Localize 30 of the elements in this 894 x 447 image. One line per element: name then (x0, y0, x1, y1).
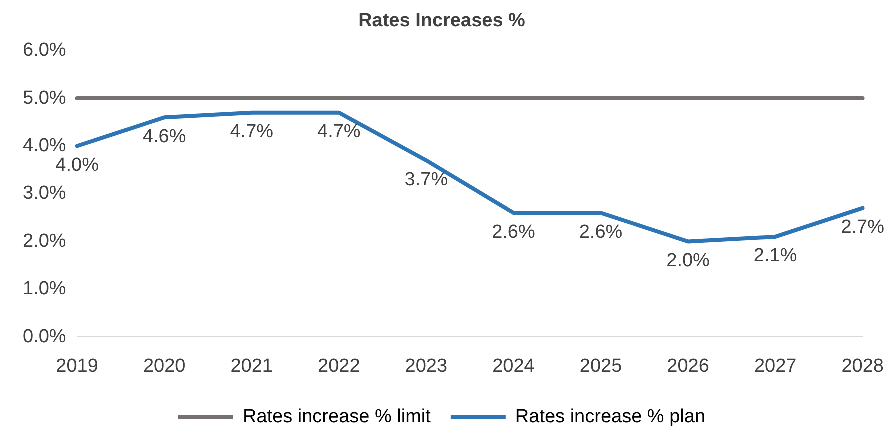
data-label: 3.7% (404, 169, 448, 190)
y-tick-label: 3.0% (22, 183, 66, 204)
data-label: 4.0% (56, 155, 100, 176)
y-tick-label: 1.0% (22, 278, 66, 300)
data-label: 2.6% (579, 222, 623, 243)
chart-title: Rates Increases % (358, 10, 526, 32)
y-tick-label: 4.0% (22, 136, 66, 156)
data-label: 2.7% (841, 217, 885, 238)
data-label: 4.6% (142, 126, 186, 148)
data-label: 4.7% (230, 122, 274, 143)
data-label: 4.7% (318, 122, 361, 143)
data-label: 2.0% (666, 250, 710, 272)
data-label: 2.6% (492, 222, 536, 243)
y-tick-label: 0.0% (22, 326, 66, 348)
x-tick-label: 2023 (405, 356, 448, 377)
x-tick-label: 2024 (492, 356, 536, 377)
x-tick-label: 2028 (842, 356, 884, 377)
data-label: 2.1% (754, 246, 798, 267)
y-tick-label: 2.0% (22, 230, 66, 252)
x-tick-label: 2019 (56, 356, 98, 377)
x-tick-label: 2021 (230, 356, 274, 377)
y-tick-label: 5.0% (22, 88, 66, 109)
x-tick-label: 2020 (143, 356, 186, 377)
x-tick-label: 2027 (754, 356, 797, 377)
legend-label: Rates increase % plan (515, 406, 706, 428)
y-tick-label: 6.0% (22, 40, 66, 62)
x-tick-label: 2022 (318, 356, 360, 377)
legend-label: Rates increase % limit (242, 406, 432, 428)
x-tick-label: 2026 (667, 356, 710, 377)
x-tick-label: 2025 (580, 356, 622, 377)
